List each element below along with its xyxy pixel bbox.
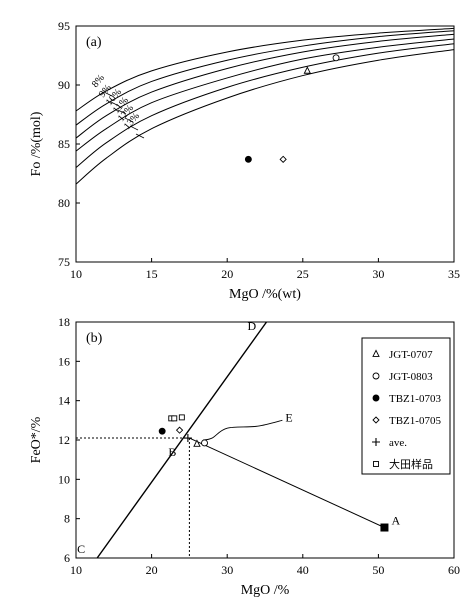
point-JGT-0803 (332, 54, 340, 62)
point-JGT-0707 (303, 66, 312, 74)
legend-label: TBZ1-0705 (389, 415, 441, 427)
panel-b-x-tick-label: 30 (221, 563, 233, 577)
panel-b-x-tick-label: 20 (146, 563, 158, 577)
point-大田样品 (171, 415, 178, 422)
panel-b-y-tick-label: 18 (58, 315, 70, 329)
panel-a-curve-labels: 8%9%10%11%12%13% (90, 73, 145, 139)
legend-label: ave. (389, 437, 407, 449)
point-JGT-0803 (201, 439, 208, 447)
panel-b-x-tick-label: 10 (70, 563, 82, 577)
curve-label-leader (103, 91, 113, 97)
panel-b-x-tick-label: 60 (448, 563, 460, 577)
panel-b: 10 20 30 40 50 60 6 8 10 12 14 16 18 A B C D E JGT-0… (29, 315, 460, 598)
legend-marker-大田样品 (373, 461, 379, 467)
panel-a-x-tick-label: 10 (70, 267, 82, 281)
panel-a-curves (75, 27, 455, 185)
panel-a-points (244, 54, 340, 163)
fo-curve-10% (75, 33, 455, 139)
panel-b-x-tick-label: 40 (297, 563, 309, 577)
fo-curve-11% (75, 38, 455, 152)
point-TBZ1-0703 (158, 427, 166, 435)
panel-a-x-axis-label: MgO /%(wt) (229, 287, 301, 302)
panel-b-ticks: 10 20 30 40 50 60 6 8 10 12 14 16 18 (58, 315, 460, 577)
callout-E (202, 419, 283, 441)
line-AB (189, 437, 385, 528)
legend-box (361, 337, 451, 475)
panel-a-frame (75, 25, 455, 263)
panel-a-y-tick-label: 85 (58, 137, 70, 151)
panel-a-y-tick-label: 90 (58, 78, 70, 92)
panel-b-y-tick-label: 12 (58, 433, 70, 447)
fo-curve-9% (75, 30, 455, 126)
panel-a-x-tick-label: 35 (448, 267, 460, 281)
point-A (380, 523, 389, 532)
panel-b-lines (76, 321, 385, 559)
label-E: E (285, 410, 292, 424)
panel-b-y-tick-label: 10 (58, 472, 70, 486)
point-TBZ1-0705 (175, 426, 184, 434)
point-ave. (183, 434, 192, 443)
point-JGT-0707 (193, 439, 201, 447)
legend-marker-ave. (372, 438, 380, 446)
label-D: D (248, 319, 257, 333)
legend-label: TBZ1-0703 (389, 393, 441, 405)
legend-label: JGT-0803 (389, 371, 433, 383)
panel-b-point-letters: A B C D E (77, 319, 400, 556)
panel-a-ticks: 10 15 20 25 30 35 75 80 85 90 95 (58, 19, 460, 281)
legend-label: 大田样品 (389, 457, 433, 471)
panel-b-y-tick-label: 6 (64, 551, 70, 565)
line-CD (96, 321, 268, 559)
panel-a: 8%9%10%11%12%13% 10 15 20 25 30 357580859095 … (29, 19, 460, 302)
panel-b-points (158, 414, 389, 532)
curve-label-leader (129, 125, 139, 131)
point-TBZ1-0703 (244, 155, 252, 163)
curve-label-leader (117, 109, 127, 115)
panel-a-x-tick-label: 25 (297, 267, 309, 281)
label-A: A (391, 514, 400, 528)
curve-label-leader (110, 101, 120, 107)
panel-a-x-tick-label: 15 (146, 267, 158, 281)
point-TBZ1-0705 (279, 155, 287, 163)
label-B: B (168, 445, 176, 459)
point-大田样品 (178, 414, 185, 421)
curve-label-leader (135, 133, 145, 139)
panel-b-legend: JGT-0707 JGT-0803 TBZ1-0703 TBZ1-0705 ave. 大田… (361, 337, 451, 475)
panel-a-y-tick-label: 95 (58, 19, 70, 33)
legend-label: JGT-0707 (389, 349, 433, 361)
panel-a-y-tick-label: 80 (58, 196, 70, 210)
fo-curve-8% (75, 27, 455, 112)
legend-marker-JGT-0803 (372, 372, 380, 380)
fo-curve-12% (75, 43, 455, 168)
panel-a-x-tick-label: 30 (372, 267, 384, 281)
legend-marker-TBZ1-0705 (372, 416, 380, 424)
legend-marker-JGT-0707 (372, 349, 380, 357)
panel-b-y-tick-label: 14 (58, 394, 70, 408)
panel-b-y-tick-label: 8 (64, 512, 70, 526)
panel-a-x-tick-label: 20 (221, 267, 233, 281)
fo-curve-13% (75, 49, 455, 185)
panel-b-y-tick-label: 16 (58, 354, 70, 368)
panel-b-label: (b) (86, 331, 103, 346)
panel-b-x-tick-label: 50 (372, 563, 384, 577)
curve-label-leader (124, 117, 134, 123)
panel-a-label: (a) (86, 35, 102, 50)
legend-marker-TBZ1-0703 (372, 394, 380, 402)
panel-b-x-axis-label: MgO /% (241, 583, 290, 598)
panel-b-y-axis-label: FeO*/% (29, 416, 44, 463)
panel-a-y-axis-label: Fo /%(mol) (29, 111, 44, 176)
label-C: C (77, 542, 85, 556)
panel-a-y-tick-label: 75 (58, 255, 70, 269)
